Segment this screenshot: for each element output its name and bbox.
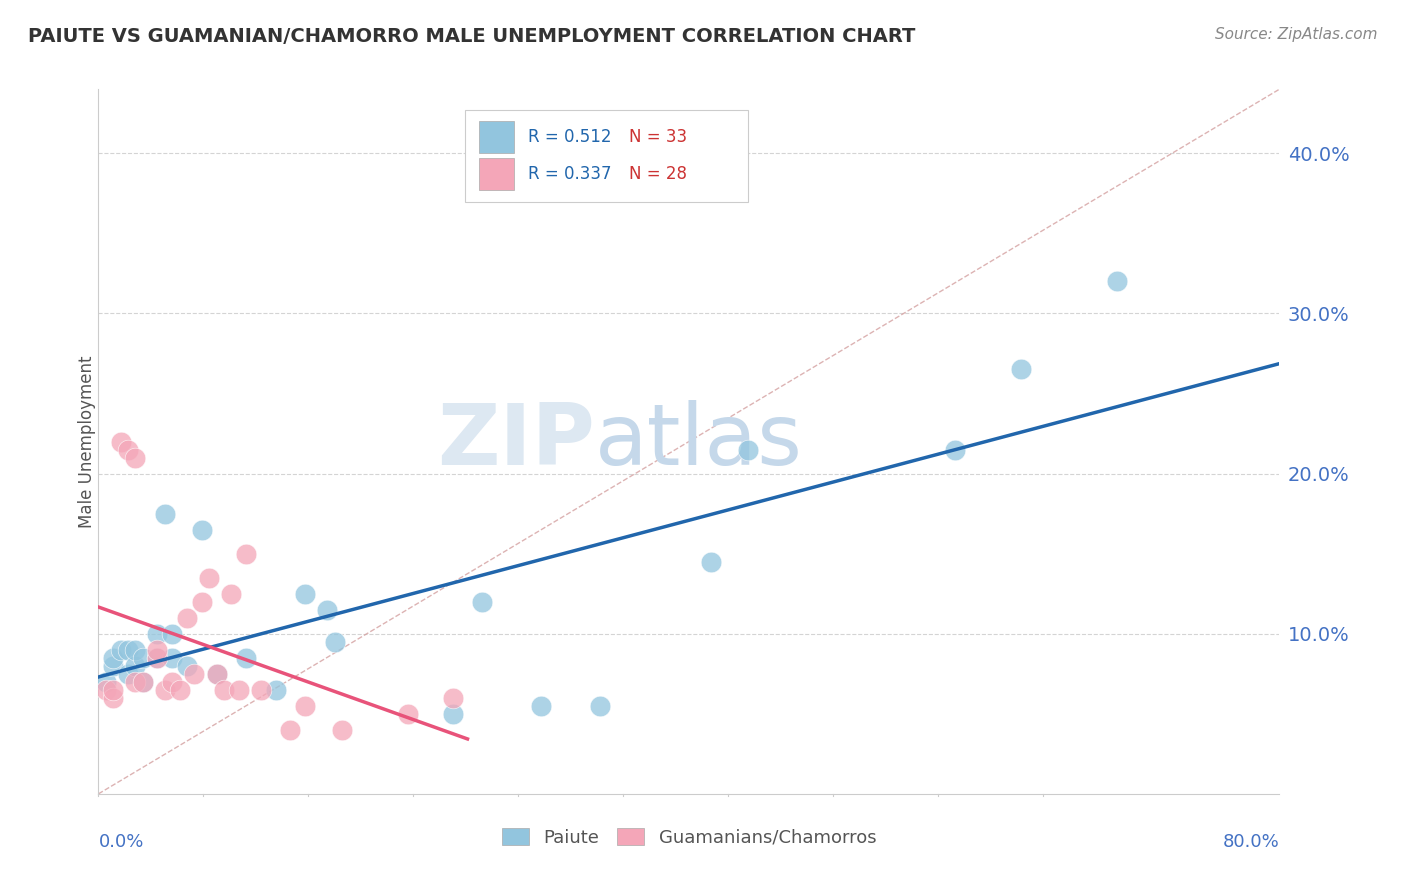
Point xyxy=(153,507,176,521)
Point xyxy=(124,450,146,465)
Text: atlas: atlas xyxy=(595,400,803,483)
Point xyxy=(471,595,494,609)
Point xyxy=(221,587,243,601)
Text: ZIP: ZIP xyxy=(437,400,595,483)
Point xyxy=(316,603,339,617)
Point xyxy=(146,642,169,657)
Point xyxy=(191,523,214,537)
Point xyxy=(132,674,155,689)
Point xyxy=(103,682,125,697)
Point xyxy=(205,666,228,681)
Point xyxy=(153,682,176,697)
Legend: Paiute, Guamanians/Chamorros: Paiute, Guamanians/Chamorros xyxy=(495,821,883,854)
Point xyxy=(132,650,155,665)
Point xyxy=(169,682,191,697)
Point xyxy=(264,682,287,697)
Point xyxy=(103,650,125,665)
Point xyxy=(294,698,316,713)
Point xyxy=(330,723,353,737)
Point xyxy=(146,626,169,640)
Text: N = 33: N = 33 xyxy=(628,128,688,146)
Point xyxy=(103,658,125,673)
Point xyxy=(117,666,139,681)
Y-axis label: Male Unemployment: Male Unemployment xyxy=(79,355,96,528)
Point xyxy=(176,610,198,624)
Point xyxy=(441,706,464,721)
Point xyxy=(212,682,235,697)
Point xyxy=(124,658,146,673)
Point xyxy=(323,634,346,648)
Point xyxy=(146,650,169,665)
Point xyxy=(132,674,155,689)
Text: Source: ZipAtlas.com: Source: ZipAtlas.com xyxy=(1215,27,1378,42)
Point xyxy=(589,698,612,713)
Point xyxy=(280,723,302,737)
Point xyxy=(700,555,723,569)
Point xyxy=(398,706,420,721)
Text: 0.0%: 0.0% xyxy=(98,832,143,851)
FancyBboxPatch shape xyxy=(478,121,515,153)
Point xyxy=(176,658,198,673)
Point xyxy=(110,642,132,657)
Point xyxy=(162,626,183,640)
Point xyxy=(94,674,117,689)
Point xyxy=(530,698,553,713)
Point xyxy=(294,587,316,601)
Text: N = 28: N = 28 xyxy=(628,165,686,183)
Point xyxy=(94,682,117,697)
Point xyxy=(235,547,257,561)
Point xyxy=(228,682,250,697)
Text: PAIUTE VS GUAMANIAN/CHAMORRO MALE UNEMPLOYMENT CORRELATION CHART: PAIUTE VS GUAMANIAN/CHAMORRO MALE UNEMPL… xyxy=(28,27,915,45)
Point xyxy=(162,650,183,665)
Point xyxy=(162,674,183,689)
Point xyxy=(146,650,169,665)
Point xyxy=(1107,274,1129,288)
Point xyxy=(235,650,257,665)
Point xyxy=(117,442,139,457)
Text: R = 0.512: R = 0.512 xyxy=(529,128,612,146)
Point xyxy=(737,442,759,457)
Point xyxy=(110,434,132,449)
Point xyxy=(205,666,228,681)
Point xyxy=(943,442,966,457)
Point xyxy=(183,666,205,681)
Point xyxy=(117,642,139,657)
Point xyxy=(124,674,146,689)
Point xyxy=(250,682,273,697)
FancyBboxPatch shape xyxy=(478,158,515,190)
Point xyxy=(198,571,221,585)
Point xyxy=(124,642,146,657)
Point xyxy=(441,690,464,705)
Text: 80.0%: 80.0% xyxy=(1223,832,1279,851)
Point xyxy=(103,690,125,705)
Point xyxy=(191,595,214,609)
FancyBboxPatch shape xyxy=(464,111,748,202)
Text: R = 0.337: R = 0.337 xyxy=(529,165,612,183)
Point xyxy=(1010,362,1032,376)
